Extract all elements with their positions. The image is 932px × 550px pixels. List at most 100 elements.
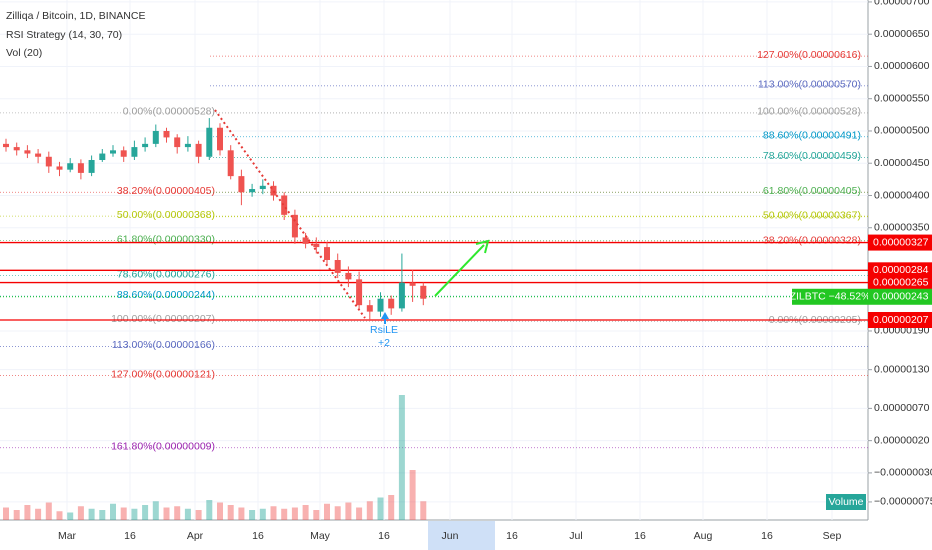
candle-body	[238, 176, 245, 193]
volume-bar	[152, 501, 159, 520]
current-price-tag	[868, 288, 932, 305]
volume-badge-label: Volume	[828, 496, 863, 508]
price-tag	[868, 274, 932, 291]
volume-bar	[24, 505, 31, 520]
candle-body	[35, 153, 42, 157]
candle-body	[120, 150, 127, 157]
y-tick-label: 0.00000350	[874, 222, 930, 234]
candle-body	[356, 279, 363, 306]
y-tick-label: 0.00000070	[874, 402, 930, 414]
y-tick-label: 0.00000020	[874, 434, 930, 446]
y-tick-label: 0.00000450	[874, 157, 930, 169]
volume-bar	[217, 502, 223, 520]
candle-body	[206, 127, 213, 157]
candle-body	[259, 185, 266, 190]
fib-label: 61.80%(0.00000330)	[117, 233, 215, 245]
volume-bar	[195, 510, 202, 520]
candle-body	[324, 247, 330, 260]
candle-body	[131, 147, 138, 157]
candle-body	[99, 153, 106, 160]
volume-bar	[398, 395, 405, 520]
volume-bar	[409, 470, 416, 520]
price-tag-label: 0.00000284	[873, 264, 929, 276]
fib-label: 113.00%(0.00000166)	[112, 339, 215, 351]
candle-body	[3, 143, 9, 148]
volume-bar	[238, 507, 245, 520]
candle-body	[13, 147, 20, 151]
fib-label: 100.00%(0.00000207)	[111, 313, 215, 325]
volume	[3, 395, 427, 520]
price-tag-label: 0.00000327	[873, 236, 929, 248]
fib-label: 88.60%(0.00000491)	[763, 130, 861, 142]
volume-bar	[35, 508, 42, 520]
volume-bar	[67, 512, 74, 520]
volume-bar	[227, 505, 234, 520]
signal-count: +2	[378, 337, 390, 349]
volume-bar	[142, 505, 149, 520]
x-tick-label: Aug	[694, 530, 713, 542]
fib-label: 50.00%(0.00000368)	[117, 209, 215, 221]
volume-bar	[249, 510, 256, 520]
volume-bar	[77, 506, 84, 520]
fib-levels: 0.00%(0.00000528) 38.20%(0.00000405) 50.00…	[0, 49, 868, 453]
current-name: ZILBTC −48.52%	[790, 291, 871, 303]
time-highlight	[428, 521, 495, 550]
x-tick-label: Mar	[58, 530, 77, 542]
candle-body	[195, 143, 202, 157]
candle-body	[67, 163, 74, 170]
x-tick-label: 16	[124, 530, 136, 542]
candle-body	[345, 272, 352, 280]
fib-label: 78.60%(0.00000459)	[763, 150, 861, 162]
fib-label: 38.20%(0.00000405)	[117, 185, 215, 197]
candle-body	[291, 214, 298, 238]
candle-body	[398, 282, 405, 309]
volume-bar	[56, 511, 63, 520]
candle-body	[281, 195, 288, 215]
header-strategy: RSI Strategy (14, 30, 70)	[6, 29, 122, 41]
candle-body	[174, 137, 181, 148]
candle-body	[249, 189, 256, 193]
volume-bar	[120, 507, 127, 520]
fib-label: 161.80%(0.00000009)	[111, 441, 215, 453]
x-tick-label: 16	[252, 530, 264, 542]
candle-body	[420, 285, 427, 299]
volume-bar	[324, 503, 330, 520]
candle-body	[163, 130, 170, 138]
volume-bar	[366, 501, 373, 520]
projection-arrow	[434, 244, 485, 297]
volume-bar	[174, 506, 181, 520]
y-tick-label: 0.00000130	[874, 363, 930, 375]
volume-bar	[206, 500, 213, 520]
fib-label: 88.60%(0.00000244)	[117, 289, 215, 301]
volume-bar	[184, 508, 191, 520]
x-tick-label: Apr	[187, 530, 204, 542]
candle-body	[45, 156, 52, 167]
candle-body	[302, 237, 309, 244]
candle-body	[56, 166, 63, 170]
volume-bar	[313, 510, 320, 520]
volume-bar	[356, 507, 363, 520]
volume-bar	[281, 508, 288, 520]
arrow-head	[475, 239, 490, 254]
fib-label: 78.60%(0.00000276)	[117, 268, 215, 280]
header-volume: Vol (20)	[6, 47, 42, 59]
fib-label: 100.00%(0.00000528)	[757, 106, 861, 118]
price-tag	[868, 262, 932, 279]
price-tag-label: 0.00000265	[873, 276, 929, 288]
candle-body	[377, 298, 384, 312]
candle-body	[77, 163, 84, 173]
x-tick-label: Jul	[569, 530, 582, 542]
candle-body	[184, 143, 191, 148]
candle-body	[366, 305, 373, 312]
candle-body	[409, 282, 416, 286]
volume-bar	[259, 508, 266, 520]
candles	[3, 118, 427, 320]
candle-body	[88, 160, 95, 173]
volume-bar	[291, 507, 298, 520]
y-tick-label: −0.00000030	[874, 467, 932, 479]
grid	[0, 0, 868, 520]
y-tick-label: 0.00000600	[874, 60, 930, 72]
candle-body	[152, 130, 159, 144]
